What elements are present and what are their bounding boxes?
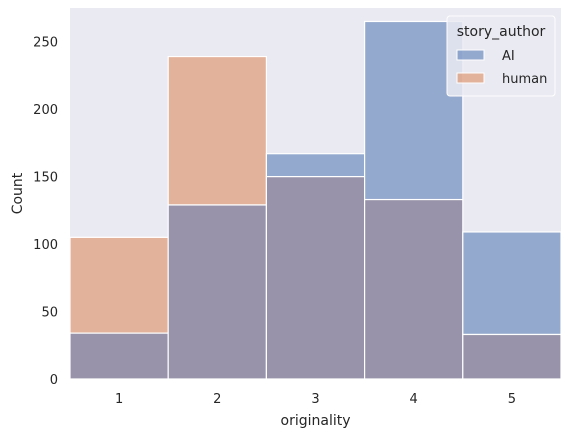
- bar-ai-4: [364, 20, 464, 201]
- bar-ai-5: [462, 231, 562, 336]
- bar-overlap-1: [69, 332, 169, 380]
- y-axis-title: Count: [10, 172, 26, 214]
- bars-group: [69, 20, 562, 380]
- legend-label-human: human: [502, 72, 547, 87]
- y-tick-label: 100: [33, 238, 58, 253]
- bar-overlap-3: [265, 176, 366, 380]
- y-tick-label: 250: [33, 36, 58, 51]
- x-tick-label: 2: [213, 392, 221, 407]
- y-tick-labels: 0 50 100 150 200 250: [33, 36, 58, 388]
- x-tick-label: 1: [115, 392, 123, 407]
- bar-overlap-2: [167, 204, 267, 380]
- y-tick-label: 50: [41, 306, 58, 321]
- bar-overlap-4: [364, 198, 464, 380]
- x-axis-title: originality: [281, 413, 351, 429]
- y-tick-label: 200: [33, 103, 58, 118]
- y-tick-label: 150: [33, 171, 58, 186]
- bar-overlap-5: [462, 333, 562, 380]
- x-tick-label: 5: [508, 392, 516, 407]
- legend-swatch-ai: [456, 49, 485, 61]
- legend-swatch-human: [456, 72, 485, 84]
- x-tick-labels: 1 2 3 4 5: [115, 392, 516, 407]
- legend-title: story_author: [457, 24, 546, 40]
- y-tick-label: 0: [50, 373, 58, 388]
- legend: story_author AI human: [446, 15, 556, 97]
- x-tick-label: 4: [410, 392, 418, 407]
- bar-human-2: [167, 55, 267, 206]
- bar-ai-3: [265, 153, 366, 178]
- bar-human-1: [69, 236, 169, 334]
- x-tick-label: 3: [311, 392, 319, 407]
- legend-label-ai: AI: [502, 49, 515, 64]
